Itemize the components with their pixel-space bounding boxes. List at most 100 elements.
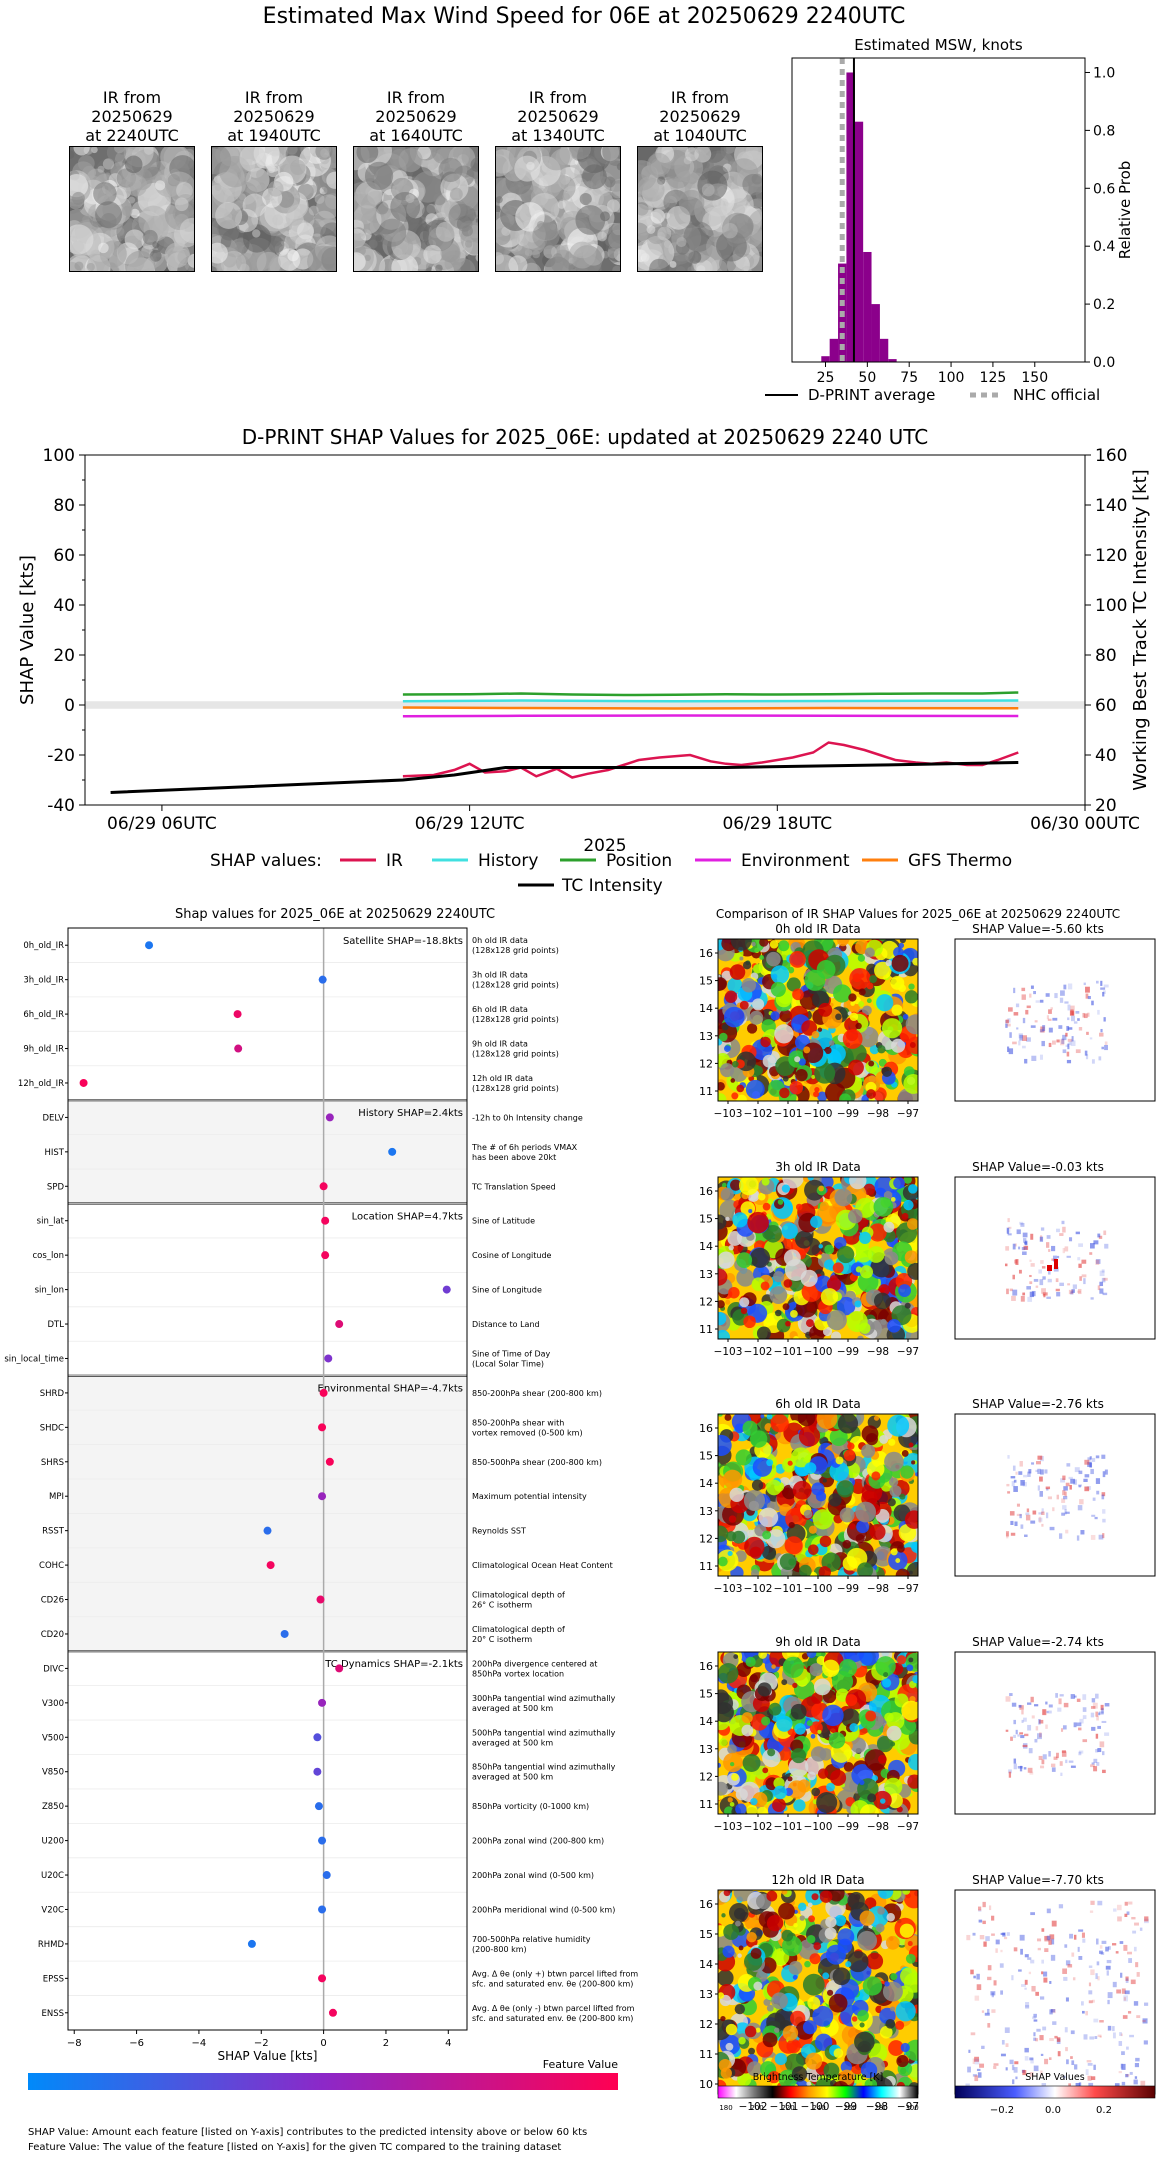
ir-pixel-blob xyxy=(906,1664,914,1672)
shap-colorbar-title: SHAP Values xyxy=(1025,2072,1085,2083)
shap-pixel xyxy=(1112,2032,1116,2039)
ir-pixel-blob xyxy=(844,1017,859,1032)
ir-pixel-blob xyxy=(807,1996,821,2010)
shap-pixel xyxy=(1075,1231,1080,1235)
feature-description: 850-200hPa shear (200-800 km) xyxy=(472,1389,602,1398)
shap-pixel xyxy=(1062,1505,1067,1510)
shap-pixel xyxy=(1127,2011,1132,2014)
shap-pixel xyxy=(1091,1698,1096,1703)
shap-pixel xyxy=(1101,1277,1106,1283)
ir-pixel-blob xyxy=(801,1653,809,1660)
feature-chart-title: Shap values for 2025_06E at 20250629 224… xyxy=(175,907,495,922)
ir-cloud-blob xyxy=(678,189,705,216)
shap-pixel xyxy=(1010,1476,1016,1479)
shap-pixel xyxy=(1136,2015,1141,2019)
ir-pixel-blob xyxy=(766,1479,782,1496)
ir-pixel-blob xyxy=(750,1247,771,1268)
ir-pixel-blob xyxy=(884,1451,904,1472)
ir-pixel-blob xyxy=(864,1749,887,1771)
shap-pixel xyxy=(1008,1048,1014,1055)
ir-pixel-blob xyxy=(890,1973,898,1981)
ir-pixel-blob xyxy=(828,1732,846,1749)
shap-pixel xyxy=(1099,1711,1104,1715)
shap-pixel xyxy=(1013,1719,1017,1725)
ir-pixel-blob xyxy=(787,1460,793,1466)
ir-cloud-blob xyxy=(70,150,75,159)
ir-pixel-blob xyxy=(807,1902,813,1908)
lon-tick-label: −97 xyxy=(897,1583,919,1595)
feature-shap-point xyxy=(318,975,327,984)
shap-pixel xyxy=(1031,1985,1036,1992)
shap-pixel xyxy=(1116,1904,1122,1911)
ir-pixel-blob xyxy=(908,1657,914,1663)
ir-cloud-blob xyxy=(604,176,616,188)
shap-pixel xyxy=(1066,2059,1069,2065)
lon-tick-label: −100 xyxy=(804,1108,833,1120)
shap-pixel xyxy=(1095,1748,1099,1753)
ir-image-layer xyxy=(718,939,918,1101)
shap-pixel xyxy=(1059,1694,1064,1697)
shap-pixel xyxy=(993,1980,997,1986)
shap-pixel xyxy=(1073,1934,1077,1940)
feature-name-label: RHMD xyxy=(38,1940,65,1950)
shap-pixel xyxy=(1029,1281,1033,1285)
shap-pixel xyxy=(1027,1724,1032,1731)
ir-pixel-blob xyxy=(891,1038,906,1053)
shap-pixel xyxy=(1019,1934,1025,1941)
ir-cloud-blob xyxy=(435,264,443,271)
ir-pixel-blob xyxy=(749,1010,764,1025)
shap-pixel xyxy=(995,1939,1000,1945)
ir-pixel-blob xyxy=(727,977,743,993)
ir-pixel-blob xyxy=(904,1302,911,1309)
ir-panel-title: 0h old IR Data xyxy=(775,922,861,936)
shap-pixel xyxy=(1035,2038,1039,2042)
shap-pixel xyxy=(1031,1715,1035,1719)
shap-pixel xyxy=(1024,1733,1029,1737)
ir-pixel-blob xyxy=(899,1493,906,1500)
shap-pixel xyxy=(1112,1981,1117,1988)
ir-pixel-blob xyxy=(781,1929,794,1942)
x-tick-label: 0 xyxy=(320,2038,326,2049)
ir-pixel-blob xyxy=(822,1972,830,1980)
shap-pixel xyxy=(1041,1040,1045,1047)
ir-pixel-blob xyxy=(817,1968,823,1974)
shap-pixel xyxy=(1055,1288,1060,1292)
shap-pixel xyxy=(1039,1732,1042,1738)
lon-tick-label: −100 xyxy=(804,1583,833,1595)
ir-cloud-blob xyxy=(650,209,666,224)
shap-pixel xyxy=(1064,2027,1068,2033)
shap-pixel xyxy=(1064,1491,1067,1497)
ir-pixel-blob xyxy=(775,1309,782,1317)
shap-pixel xyxy=(1071,1289,1075,1293)
ir-pixel-blob xyxy=(911,1460,916,1465)
shap-pixel xyxy=(987,2023,991,2028)
ir-pixel-blob xyxy=(738,1945,744,1951)
ir-pixel-blob xyxy=(789,1080,804,1095)
ir-pixel-blob xyxy=(862,1005,872,1016)
ir-pixel-blob xyxy=(869,1523,886,1540)
shap-pixel xyxy=(1020,1480,1025,1486)
shap-pixel xyxy=(1142,2019,1146,2023)
shap-pixel xyxy=(1034,1738,1038,1743)
ir-pixel-blob xyxy=(808,1525,817,1534)
ir-pixel-blob xyxy=(907,1774,918,1789)
ir-cloud-blob xyxy=(496,154,511,177)
shap-pixel xyxy=(1064,1246,1069,1252)
ir-pixel-blob xyxy=(792,1480,812,1500)
shap-pixel xyxy=(1060,990,1065,996)
shap-pixel xyxy=(1039,1476,1043,1482)
ir-pixel-blob xyxy=(788,1521,795,1529)
ir-pixel-blob xyxy=(759,955,765,960)
shap-pixel xyxy=(1001,2039,1005,2045)
ir-pixel-blob xyxy=(718,1251,735,1269)
ir-pixel-blob xyxy=(867,1793,877,1803)
shap-pixel xyxy=(1045,1724,1048,1729)
shap-pixel xyxy=(1085,2011,1088,2016)
ir-pixel-blob xyxy=(762,1054,776,1068)
ir-pixel-blob xyxy=(746,1931,757,1943)
shap-pixel xyxy=(967,2066,971,2073)
ir-cloud-blob xyxy=(433,192,446,206)
shap-pixel xyxy=(1060,1478,1066,1483)
ir-cloud-blob xyxy=(297,222,315,240)
ir-cloud-blob xyxy=(375,234,383,242)
